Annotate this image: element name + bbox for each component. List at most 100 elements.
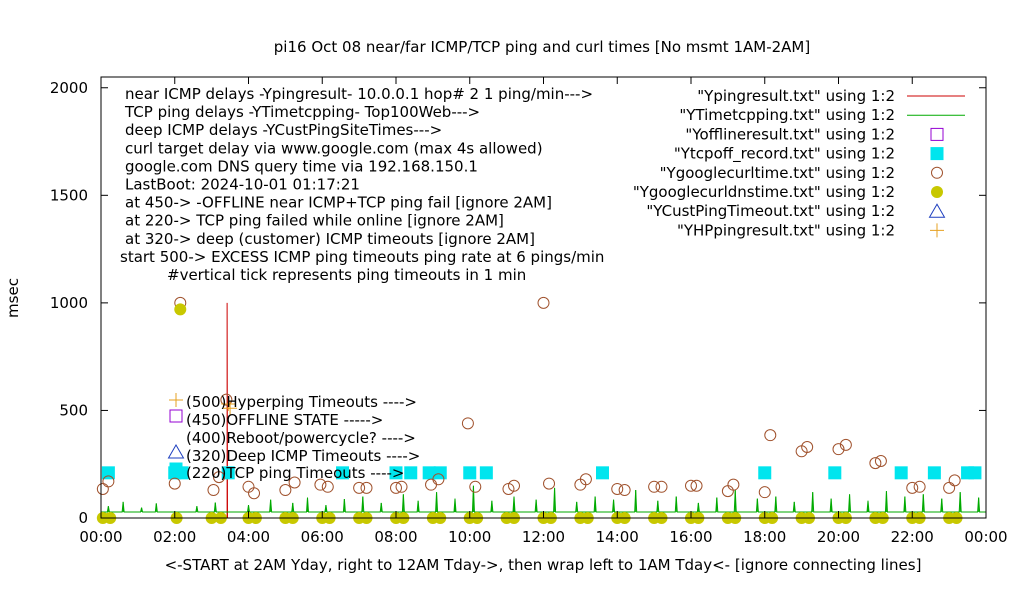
data-point	[314, 478, 327, 491]
data-point	[425, 478, 438, 491]
data-point	[828, 466, 842, 480]
data-point	[353, 481, 366, 494]
y-tick-label: 1500	[50, 186, 88, 204]
data-point	[721, 485, 734, 498]
x-tick-label: 14:00	[596, 528, 639, 546]
legend: "Ypingresult.txt" using 1:2"YTimetcpping…	[633, 87, 965, 239]
marker-note: (400)Reboot/powercycle? ---->	[186, 429, 416, 447]
marker-note: (450)OFFLINE STATE ----->	[186, 411, 383, 429]
data-point	[96, 482, 109, 495]
x-tick-label: 10:00	[448, 528, 491, 546]
data-point	[648, 480, 661, 493]
data-point	[279, 484, 292, 497]
data-point	[948, 474, 961, 487]
marker-notes: (500)Hyperping Timeouts ---->(450)OFFLIN…	[167, 393, 420, 482]
legend-swatch	[930, 147, 944, 161]
data-point	[479, 466, 493, 480]
data-point	[213, 471, 225, 484]
data-point	[758, 466, 772, 480]
data-point	[685, 479, 697, 492]
info-line: deep ICMP delays -YCustPingSiteTimes--->	[125, 121, 442, 139]
info-line: at 450-> -OFFLINE near ICMP+TCP ping fai…	[125, 194, 552, 212]
info-line: curl target delay via www.google.com (ma…	[125, 139, 543, 157]
data-point	[869, 457, 882, 470]
x-tick-label: 00:00	[79, 528, 122, 546]
note-marker	[169, 462, 183, 476]
note-marker	[167, 443, 185, 459]
x-tick-label: 16:00	[669, 528, 712, 546]
data-point	[336, 466, 350, 480]
x-tick-label: 20:00	[817, 528, 860, 546]
data-point	[839, 438, 852, 451]
data-point	[927, 466, 941, 480]
legend-swatch	[930, 127, 944, 141]
data-point	[463, 466, 477, 480]
marker-note: (320)Deep ICMP Timeouts ---->	[186, 447, 420, 465]
data-point	[543, 477, 556, 490]
chart-title: pi16 Oct 08 near/far ICMP/TCP ping and c…	[274, 38, 810, 56]
info-line: at 320-> deep (customer) ICMP timeouts […	[125, 230, 535, 248]
data-point	[727, 478, 740, 491]
x-tick-label: 02:00	[153, 528, 196, 546]
data-point	[404, 466, 418, 480]
legend-swatch	[928, 203, 946, 218]
info-line: TCP ping delays -YTimetcpping- Top100Web…	[124, 103, 480, 121]
marker-note: (500)Hyperping Timeouts ---->	[186, 393, 417, 411]
marker-note: (220)TCP ping Timeouts ---->	[186, 464, 404, 482]
x-tick-label: 22:00	[891, 528, 934, 546]
data-point	[943, 481, 956, 494]
data-point	[537, 296, 550, 309]
y-axis-label: msec	[4, 278, 22, 318]
data-point	[611, 482, 624, 495]
x-tick-label: 00:00	[964, 528, 1007, 546]
series-1-line	[101, 485, 986, 513]
axes: 00:00 02:00 04:00 06:00 08:00 10:00 12:00 14:00…	[50, 77, 1008, 546]
data-point	[360, 481, 373, 494]
y-tick-label: 2000	[50, 79, 88, 97]
note-marker	[169, 393, 183, 407]
data-point	[906, 481, 919, 494]
note-marker	[169, 409, 183, 423]
legend-entry: "YCustPingTimeout.txt" using 1:2	[646, 202, 895, 220]
data-point	[764, 429, 777, 442]
data-point	[690, 479, 703, 492]
data-point	[248, 487, 261, 500]
data-point	[655, 480, 668, 493]
data-point	[832, 443, 845, 456]
legend-entry: "Ygooglecurltime.txt" using 1:2	[660, 164, 895, 182]
data-point	[469, 480, 482, 493]
data-point	[223, 401, 238, 416]
data-point	[758, 486, 771, 499]
data-point	[579, 473, 592, 486]
data-point	[174, 303, 187, 316]
x-tick-label: 18:00	[743, 528, 786, 546]
legend-swatch	[931, 166, 943, 179]
legend-entry: "Yofflineresult.txt" using 1:2	[685, 125, 895, 143]
data-point	[508, 479, 520, 492]
info-line: #vertical tick represents ping timeouts …	[167, 266, 526, 284]
info-line: google.com DNS query time via 192.168.15…	[125, 157, 478, 175]
legend-entry: "YTimetcpping.txt" using 1:2	[679, 106, 895, 124]
data-point	[168, 477, 181, 490]
y-tick-label: 0	[78, 509, 88, 527]
x-tick-label: 06:00	[301, 528, 344, 546]
legend-entry: "Ygooglecurldnstime.txt" using 1:2	[633, 183, 895, 201]
data-point	[433, 466, 447, 480]
data-point	[389, 466, 403, 480]
data-point	[390, 481, 402, 494]
y-tick-label: 1000	[50, 294, 88, 312]
info-text-block: near ICMP delays -Ypingresult- 10.0.0.1 …	[120, 85, 604, 284]
data-point	[221, 466, 235, 480]
x-tick-label: 08:00	[374, 528, 417, 546]
data-point	[321, 480, 334, 493]
legend-entry: "YHPpingresult.txt" using 1:2	[677, 221, 895, 239]
data-point	[874, 454, 887, 467]
data-point	[894, 466, 908, 480]
data-point	[102, 475, 115, 488]
data-point	[913, 480, 926, 493]
data-point	[801, 441, 814, 454]
series-layer	[96, 296, 986, 524]
x-tick-label: 12:00	[522, 528, 565, 546]
data-point	[101, 466, 115, 480]
data-point	[242, 480, 255, 493]
